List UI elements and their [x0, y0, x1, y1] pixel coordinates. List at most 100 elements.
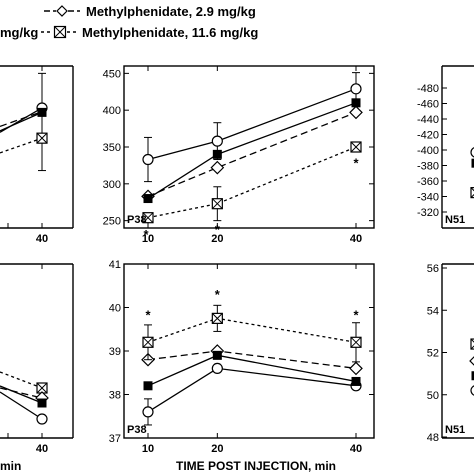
- y-tick-label: 54: [427, 305, 439, 317]
- series-open-circle: [142, 72, 362, 183]
- y-tick-label: -460: [417, 99, 439, 111]
- series-line: [0, 111, 43, 132]
- x-tick-label: 40: [36, 443, 48, 455]
- filled-square-point: [351, 98, 361, 108]
- y-tick-label: -340: [417, 192, 439, 204]
- significance-star: *: [353, 308, 359, 323]
- legend-partial-text: mg/kg: [0, 25, 38, 40]
- filled-square-point: [212, 149, 222, 159]
- x-tick-label: 40: [350, 443, 362, 455]
- series-line: [147, 317, 357, 343]
- crossed-square-point-partial: [470, 187, 474, 199]
- legend: Methylphenidate, 2.9 mg/kg Methylphenida…: [0, 4, 258, 40]
- filled-square-point: [143, 194, 153, 204]
- y-tick-label: 52: [427, 348, 439, 360]
- series-filled-square: [143, 98, 361, 204]
- y-tick-label: 40: [109, 303, 121, 315]
- y-tick-label: -440: [417, 114, 439, 126]
- series-filled-square: [143, 350, 361, 391]
- crossed-square-diag-2: [36, 382, 48, 394]
- series-open-diamond: [141, 105, 363, 204]
- series-line: [0, 385, 43, 404]
- panel-bottom-left: 40: [0, 263, 74, 455]
- series-line: [0, 371, 43, 389]
- series-line: [147, 111, 357, 197]
- panel-label: N51: [445, 424, 465, 436]
- crossed-square-point: [350, 336, 362, 348]
- panel-top-left: 40: [0, 65, 74, 245]
- crossed-square-diag-2: [350, 336, 362, 348]
- series-line: [0, 387, 43, 399]
- significance-star: *: [143, 227, 149, 242]
- series-open-circle: [142, 362, 362, 426]
- crossed-square-point: [142, 336, 154, 348]
- x-tick-label: 20: [211, 443, 223, 455]
- significance-star: *: [353, 156, 359, 171]
- crossed-square-diag-1: [470, 187, 474, 192]
- crossed-square-diag-2: [142, 212, 154, 224]
- crossed-square-point: [36, 132, 48, 144]
- crossed-square-diag-2: [36, 132, 48, 144]
- filled-square-point: [351, 376, 361, 386]
- filled-square-point: [212, 350, 222, 360]
- open-circle-point: [142, 153, 154, 166]
- crossed-square-diag-2: [211, 198, 223, 210]
- crossed-square-point: [211, 198, 223, 210]
- panel-bottom-middle: 37 38 39 40 41 10 20 40 * * * P38: [109, 259, 375, 455]
- open-circle-point: [350, 83, 362, 95]
- crossed-square-diag-2: [350, 141, 362, 153]
- y-tick-label: 56: [427, 263, 439, 275]
- x-tick-label: 40: [36, 233, 48, 245]
- crossed-square-point: [211, 312, 223, 324]
- series-line: [147, 146, 357, 219]
- open-circle-point: [211, 135, 223, 147]
- x-tick-label: 10: [142, 443, 154, 455]
- significance-star: *: [215, 222, 221, 237]
- x-axis-label-partial: min: [0, 459, 21, 473]
- crossed-square-box: [470, 187, 474, 199]
- crossed-square-diag-2: [470, 193, 474, 198]
- y-tick-label: -480: [417, 83, 439, 95]
- filled-square-point: [37, 107, 47, 117]
- x-tick-label: 40: [350, 233, 362, 245]
- panel-bottom-middle-frame: [123, 263, 375, 439]
- panel-label: P38: [127, 424, 147, 436]
- filled-square-point: [37, 398, 47, 408]
- legend-label-11-6: Methylphenidate, 11.6 mg/kg: [82, 25, 258, 40]
- open-circle-point: [36, 413, 48, 425]
- y-tick-label: 350: [103, 142, 121, 154]
- open-circle-point: [142, 406, 154, 418]
- panel-bottom-right: 48 50 52 54 56 N51: [427, 263, 474, 444]
- series-crossed-square: [142, 304, 362, 363]
- crossed-square-point: [142, 212, 154, 224]
- series-line: [0, 391, 43, 420]
- panel-label: P38: [127, 214, 147, 226]
- x-tick-label: 10: [142, 233, 154, 245]
- y-tick-label: 300: [103, 179, 121, 191]
- crossed-square-box: [470, 338, 474, 350]
- y-tick-label: 400: [103, 105, 121, 117]
- y-tick-label: 41: [109, 259, 121, 271]
- y-tick-label: 50: [427, 390, 439, 402]
- open-circle-point: [211, 362, 223, 374]
- filled-square-point-partial: [471, 371, 474, 381]
- open-diamond-point: [210, 160, 225, 175]
- y-tick-label: -360: [417, 176, 439, 188]
- crossed-square-point-partial: [470, 338, 474, 350]
- series-line: [0, 111, 43, 127]
- significance-star: *: [145, 308, 151, 323]
- y-tick-label: -380: [417, 161, 439, 173]
- y-tick-label: 37: [109, 433, 121, 445]
- crossed-square-diag-2: [142, 336, 154, 348]
- open-diamond-point: [349, 105, 363, 120]
- y-tick-label: 39: [109, 346, 121, 358]
- y-tick-label: -320: [417, 207, 439, 219]
- crossed-square-diag-2: [470, 345, 474, 350]
- legend-label-2-9: Methylphenidate, 2.9 mg/kg: [86, 4, 256, 19]
- open-circle-point-partial: [470, 385, 474, 396]
- series-open-diamond: [141, 344, 363, 376]
- crossed-square-diag-1: [470, 338, 474, 343]
